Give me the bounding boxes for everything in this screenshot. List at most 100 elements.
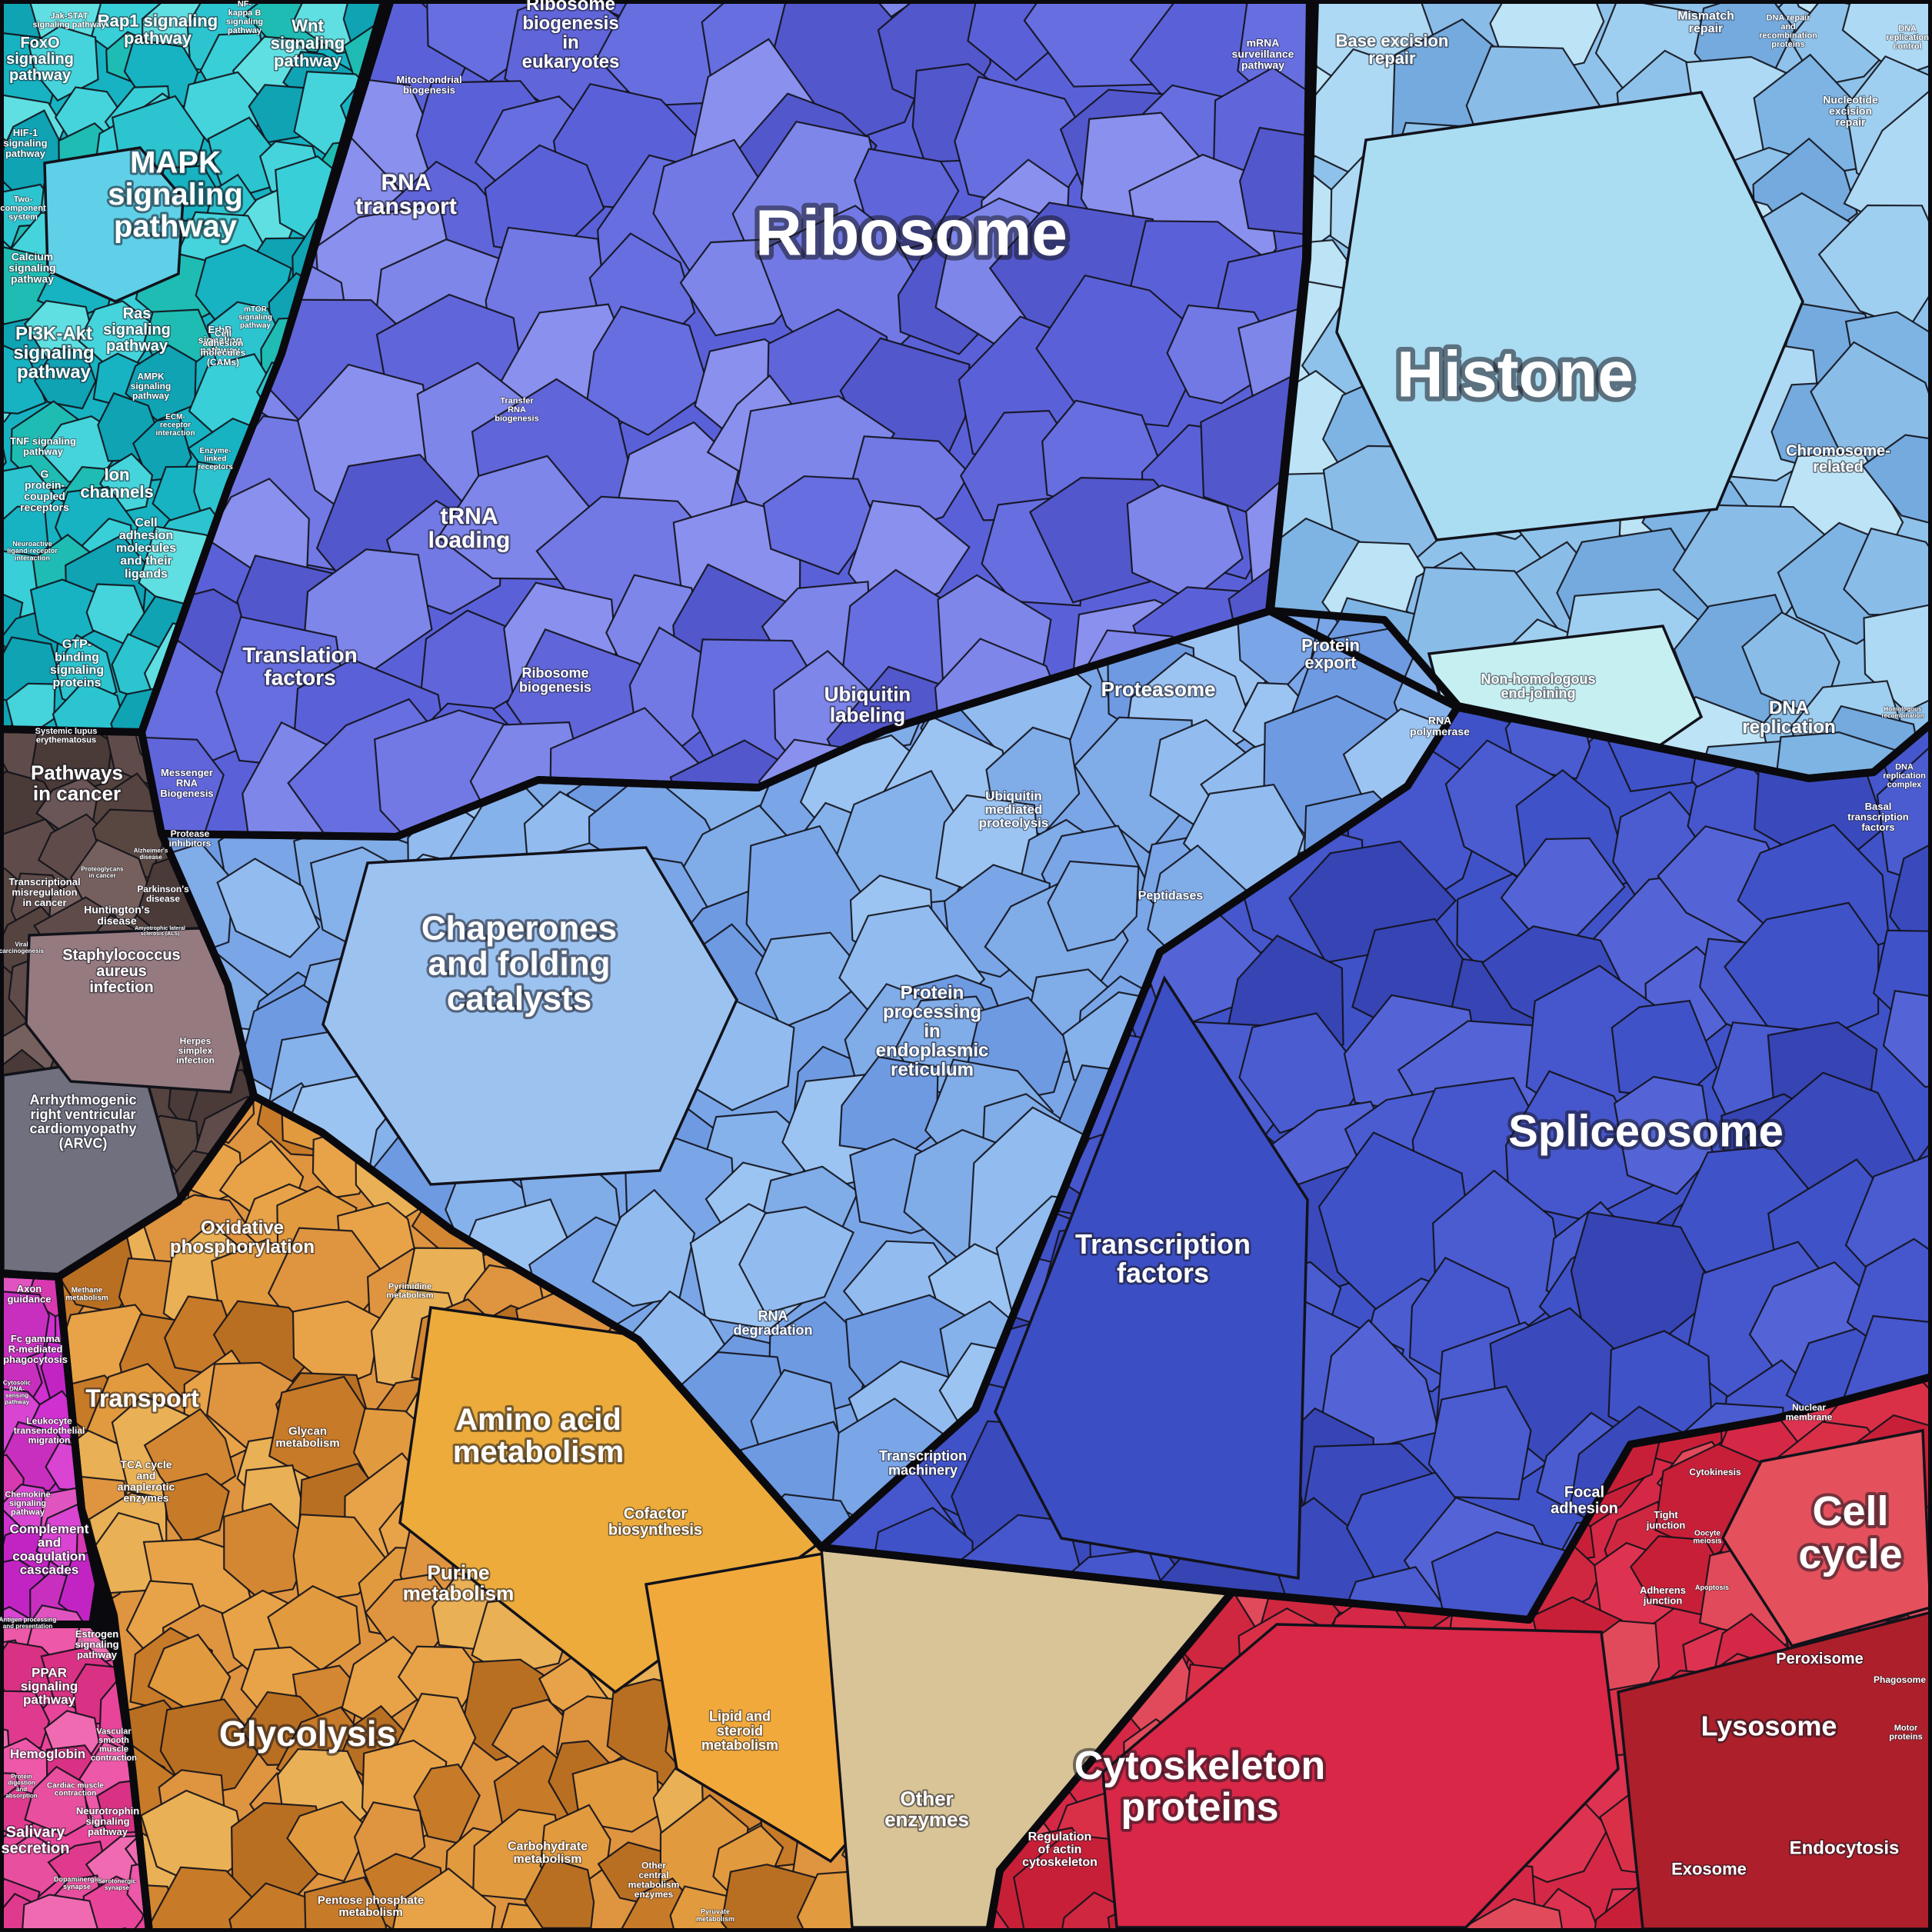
treemap-cell[interactable]: [523, 1857, 595, 1929]
histone-big-cell[interactable]: [1335, 91, 1804, 541]
label-ubiquitin-labeling: Ubiquitin labeling: [824, 683, 911, 727]
label-neurotrophin-signaling-pathway: Neurotrophin signaling pathway: [76, 1805, 139, 1837]
label-cytosolic-dna-sensing-pathway: Cytosolic DNA-sensing pathway: [3, 1379, 32, 1405]
treemap-cell[interactable]: [0, 342, 47, 415]
label-adherens-junction: Adherens junction: [1640, 1584, 1686, 1607]
label-peptidases: Peptidases: [1138, 890, 1204, 903]
label-alzheimer-s-disease: Alzheimer's disease: [134, 848, 168, 861]
treemap-cell[interactable]: [0, 1722, 12, 1791]
treemap-cell[interactable]: [24, 1765, 91, 1837]
label-mitochondrial-biogenesis: Mitochondrial biogenesis: [396, 74, 461, 96]
label-cardiac-muscle-contraction: Cardiac muscle contraction: [47, 1781, 104, 1797]
cell-cycle-cell[interactable]: [1720, 1428, 1932, 1648]
label-oocyte-meiosis: Oocyte meiosis: [1693, 1529, 1722, 1545]
label-fc-gamma-r-mediated-phagocytosis: Fc gamma R-mediated phagocytosis: [3, 1333, 68, 1365]
label-cell-cycle: Cell cycle: [1798, 1488, 1902, 1577]
treemap-cell[interactable]: [5, 682, 56, 735]
label-ribosome: Ribosome: [755, 196, 1068, 268]
label-basal-transcription-factors: Basal transcription factors: [1847, 801, 1909, 833]
treemap-cell[interactable]: [1047, 860, 1140, 952]
label-messenger-rna-biogenesis: Messenger RNA Biogenesis: [160, 767, 213, 799]
label-phagosome: Phagosome: [1874, 1674, 1926, 1685]
label-parkinson-s-disease: Parkinson's disease: [137, 884, 189, 904]
label-cell-adhesion-molecules-cams: Cell adhesion molecules (CAMs): [201, 328, 246, 367]
vesicle-dark-cell[interactable]: [1617, 1610, 1932, 1930]
label-dna-replication-control: DNA replication control: [1886, 24, 1929, 51]
label-lipid-and-steroid-metabolism: Lipid and steroid metabolism: [701, 1709, 778, 1753]
treemap-cell[interactable]: [413, 1763, 481, 1844]
label-neuroactive-ligand-receptor-interaction: Neuroactive ligand-receptor interaction: [7, 540, 58, 562]
label-nuclear-membrane: Nuclear membrane: [1786, 1402, 1833, 1422]
treemap-cell[interactable]: [738, 1206, 855, 1314]
chaperone-big-cell[interactable]: [321, 846, 738, 1186]
label-ecm-receptor-interaction: ECM-receptor interaction: [155, 413, 195, 438]
label-rna-degradation: RNA degradation: [733, 1308, 812, 1338]
treemap-cell[interactable]: [0, 1690, 51, 1754]
label-two-component-system: Two-component system: [0, 195, 46, 222]
treemap-cell[interactable]: [52, 680, 127, 755]
label-dna-repair-and-recombination-proteins: DNA repair and recombination proteins: [1759, 14, 1817, 49]
label-antigen-processing-and-presentation: Antigen processing and presentation: [0, 1617, 56, 1630]
treemap-cell[interactable]: [58, 1546, 147, 1627]
label-ppar-signaling-pathway: PPAR signaling pathway: [21, 1665, 78, 1707]
treemap-cell[interactable]: [1817, 204, 1932, 330]
label-nucleotide-excision-repair: Nucleotide excision repair: [1823, 93, 1878, 128]
label-other-central-metabolism-enzymes: Other central metabolism enzymes: [628, 1860, 680, 1899]
label-homologous-recombination: Homologous recombination: [1881, 706, 1924, 719]
treemap-cell[interactable]: [1882, 990, 1932, 1088]
label-axon-guidance: Axon guidance: [7, 1283, 51, 1305]
region-border-signaling: [0, 0, 395, 736]
treemap-cell[interactable]: [1861, 434, 1932, 531]
treemap-cell[interactable]: [388, 1867, 496, 1932]
label-salivary-secretion: Salivary secretion: [2, 1824, 70, 1857]
treemap-cell[interactable]: [291, 1300, 382, 1391]
label-histone: Histone: [1397, 338, 1634, 410]
label-cytokinesis: Cytokinesis: [1689, 1467, 1741, 1477]
mapk-light-cell[interactable]: [43, 146, 185, 303]
label-chaperones-and-folding-catalysts: Chaperones and folding catalysts: [421, 910, 617, 1018]
treemap-cell[interactable]: [19, 1894, 103, 1932]
treemap-cell[interactable]: [967, 0, 1079, 82]
treemap-cell[interactable]: [1770, 0, 1911, 29]
treemap-cell[interactable]: [33, 347, 97, 410]
label-vascular-smooth-muscle-contraction: Vascular smooth muscle contraction: [91, 1727, 137, 1763]
label-pyruvate-metabolism: Pyruvate metabolism: [696, 1907, 734, 1922]
label-methane-metabolism: Methane metabolism: [65, 1286, 108, 1302]
label-jak-stat-signaling-pathway: Jak-STAT signaling pathway: [32, 12, 106, 29]
treemap-cell[interactable]: [216, 858, 321, 958]
treemap-cell[interactable]: [1863, 603, 1932, 713]
label-herpes-simplex-infection: Herpes simplex infection: [176, 1036, 215, 1066]
label-estrogen-signaling-pathway: Estrogen signaling pathway: [75, 1628, 118, 1661]
region-immune: [0, 1274, 147, 1627]
label-tight-junction: Tight junction: [1646, 1509, 1686, 1531]
label-protein-processing-in-endoplasmic-reticulum: Protein processing in endoplasmic reticulum: [876, 982, 989, 1080]
label-rap1-signaling-pathway: Rap1 signaling pathway: [98, 11, 218, 48]
label-ribosome-biogenesis-in-eukaryotes: Ribosome biogenesis in eukaryotes: [522, 0, 620, 72]
label-pi3k-akt-signaling-pathway: PI3K-Akt signaling pathway: [13, 323, 94, 382]
treemap-cell[interactable]: [1588, 1882, 1690, 1932]
treemap-cell[interactable]: [754, 931, 870, 1029]
cytoskeleton-cell[interactable]: [1101, 1623, 1620, 1929]
treemap-cell[interactable]: [591, 1188, 696, 1307]
label-pathways-in-cancer: Pathways in cancer: [31, 761, 123, 805]
treemap-cell[interactable]: [762, 475, 878, 575]
label-transcription-machinery: Transcription machinery: [879, 1448, 967, 1478]
label-huntington-s-disease: Huntington's disease: [84, 904, 150, 928]
treemap-cell[interactable]: [1427, 1385, 1532, 1501]
treemap-cell[interactable]: [28, 25, 99, 102]
treemap-cell[interactable]: [161, 1473, 230, 1544]
label-rna-polymerase: RNA polymerase: [1410, 715, 1470, 738]
treemap-cell[interactable]: [1741, 611, 1840, 721]
label-ampk-signaling-pathway: AMPK signaling pathway: [131, 371, 172, 401]
treemap-cell[interactable]: [1724, 901, 1880, 1056]
treemap-cell[interactable]: [585, 305, 711, 436]
label-regulation-of-actin-cytoskeleton: Regulation of actin cytoskeleton: [1022, 1830, 1098, 1869]
label-carbohydrate-metabolism: Carbohydrate metabolism: [508, 1840, 588, 1866]
label-peroxisome: Peroxisome: [1776, 1651, 1863, 1667]
label-glycolysis: Glycolysis: [219, 1714, 396, 1754]
label-foxo-signaling-pathway: FoxO signaling pathway: [6, 35, 74, 84]
transcription-factors-cell[interactable]: [994, 975, 1309, 1581]
label-chromosome-related: Chromosome-related: [1786, 443, 1890, 476]
label-calcium-signaling-pathway: Calcium signaling pathway: [8, 250, 55, 285]
